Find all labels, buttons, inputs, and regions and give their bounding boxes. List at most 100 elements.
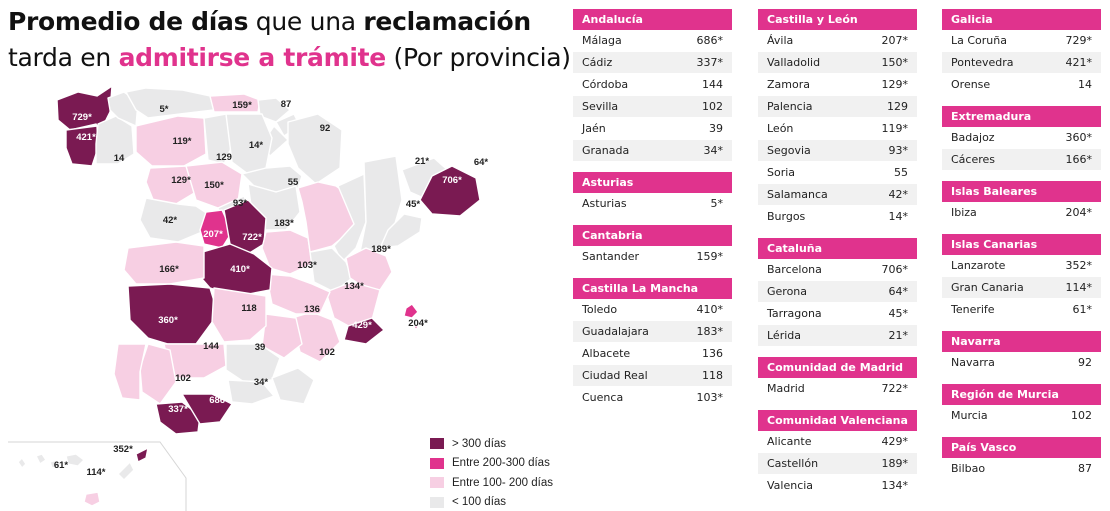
title-regular-part-2: tarda en — [8, 43, 119, 72]
province-name: Castellón — [767, 457, 819, 470]
province-value: 34* — [703, 144, 724, 157]
region-header: Comunidad de Madrid — [758, 357, 917, 378]
province-row: Bilbao 87 — [942, 458, 1101, 480]
map-value-label: 136 — [304, 304, 320, 315]
province-formentera — [413, 325, 419, 331]
province-value: 421* — [1065, 56, 1093, 69]
province-name: Valladolid — [767, 56, 821, 69]
legend-label: > 300 días — [452, 437, 507, 450]
province-badajoz — [127, 283, 219, 345]
province-name: Salamanca — [767, 188, 828, 201]
map-value-label: 166* — [159, 264, 179, 275]
province-row: Burgos 14* — [758, 206, 917, 228]
map-value-label: 150* — [204, 180, 224, 191]
region-group-cataluna: Cataluña Barcelona 706* Gerona 64* Tarrago… — [758, 238, 917, 347]
province-name: Ibiza — [951, 206, 977, 219]
province-malaga — [181, 393, 233, 425]
province-row: Córdoba 144 — [573, 74, 732, 96]
province-name: León — [767, 122, 794, 135]
province-row: Orense 14 — [942, 74, 1101, 96]
province-lerida — [359, 155, 403, 263]
province-asturias — [125, 87, 215, 119]
province-cadiz — [155, 401, 201, 435]
province-name: Toledo — [582, 303, 618, 316]
province-row: Soria 55 — [758, 162, 917, 184]
province-value: 722* — [881, 382, 909, 395]
province-row: Ávila 207* — [758, 30, 917, 52]
legend-swatch — [430, 477, 444, 489]
region-header: Comunidad Valenciana — [758, 410, 917, 431]
region-header: Castilla La Mancha — [573, 278, 732, 299]
province-name: La Coruña — [951, 34, 1007, 47]
title-regular-part: que una — [248, 7, 364, 36]
legend-item: < 100 días — [430, 493, 553, 511]
province-value: 729* — [1065, 34, 1093, 47]
legend-swatch — [430, 457, 444, 469]
province-name: Navarra — [951, 356, 995, 369]
province-almeria — [271, 367, 315, 405]
title-highlight: admitirse a trámite — [118, 43, 387, 72]
map-value-label: 42* — [163, 215, 178, 226]
province-row: Madrid 722* — [758, 378, 917, 400]
table-column-3: Galicia La Coruña 729* Pontevedra 421* Ore… — [942, 9, 1101, 490]
province-name: Ciudad Real — [582, 369, 648, 382]
province-row: Albacete 136 — [573, 343, 732, 365]
map-value-label: 421* — [76, 132, 96, 143]
map-value-label: 34* — [254, 377, 269, 388]
province-value: 136 — [702, 347, 723, 360]
province-value: 102 — [702, 100, 723, 113]
province-row: León 119* — [758, 118, 917, 140]
region-group-murcia: Región de Murcia Murcia 102 — [942, 384, 1101, 427]
province-value: 45* — [888, 307, 909, 320]
region-group-canarias: Islas Canarias Lanzarote 352* Gran Canari… — [942, 234, 1101, 321]
province-row: Lanzarote 352* — [942, 255, 1101, 277]
canary-inset-frame — [8, 441, 187, 511]
province-value: 686* — [696, 34, 724, 47]
province-value: 410* — [696, 303, 724, 316]
province-value: 129* — [881, 78, 909, 91]
map-value-label: 39 — [255, 342, 266, 353]
region-header: Islas Baleares — [942, 181, 1101, 202]
province-name: Córdoba — [582, 78, 629, 91]
region-header: Cantabria — [573, 225, 732, 246]
title-line-2: tarda en admitirse a trámite (Por provin… — [8, 40, 572, 76]
province-row: Palencia 129 — [758, 96, 917, 118]
region-header: Región de Murcia — [942, 384, 1101, 405]
province-name: Zamora — [767, 78, 810, 91]
province-row: Badajoz 360* — [942, 127, 1101, 149]
map-value-label: 410* — [230, 264, 250, 275]
province-value: 14* — [888, 210, 909, 223]
legend-label: Entre 200-300 días — [452, 457, 550, 470]
province-row: Gran Canaria 114* — [942, 277, 1101, 299]
province-name: Alicante — [767, 435, 812, 448]
map-value-label: 183* — [274, 218, 294, 229]
province-navarra — [287, 113, 343, 185]
province-cantabria — [209, 93, 261, 113]
legend-swatch — [430, 438, 444, 450]
region-group-asturias: Asturias Asturias 5* — [573, 172, 732, 215]
map-value-label: 61* — [54, 460, 69, 471]
map-value-label: 686* — [209, 395, 229, 406]
province-name: Burgos — [767, 210, 806, 223]
province-row: Navarra 92 — [942, 352, 1101, 374]
province-value: 207* — [881, 34, 909, 47]
province-barcelona — [419, 165, 481, 217]
region-header: Asturias — [573, 172, 732, 193]
province-value: 39 — [709, 122, 723, 135]
province-sevilla — [139, 343, 177, 405]
province-row: Asturias 5* — [573, 193, 732, 215]
legend-item: > 300 días — [430, 434, 553, 454]
province-value: 5* — [710, 197, 724, 210]
province-cuenca — [265, 273, 331, 315]
province-name: Jaén — [582, 122, 606, 135]
province-row: Castellón 189* — [758, 453, 917, 475]
province-value: 42* — [888, 188, 909, 201]
legend-label: Entre 100- 200 días — [452, 476, 554, 489]
province-name: Gran Canaria — [951, 281, 1024, 294]
region-group-pais-vasco: País Vasco Bilbao 87 — [942, 437, 1101, 480]
province-row: Alicante 429* — [758, 431, 917, 453]
title-suffix: (Por provincia) — [385, 43, 572, 72]
province-name: Cáceres — [951, 153, 996, 166]
region-group-cantabria: Cantabria Santander 159* — [573, 225, 732, 268]
map-value-label: 87 — [281, 99, 292, 110]
